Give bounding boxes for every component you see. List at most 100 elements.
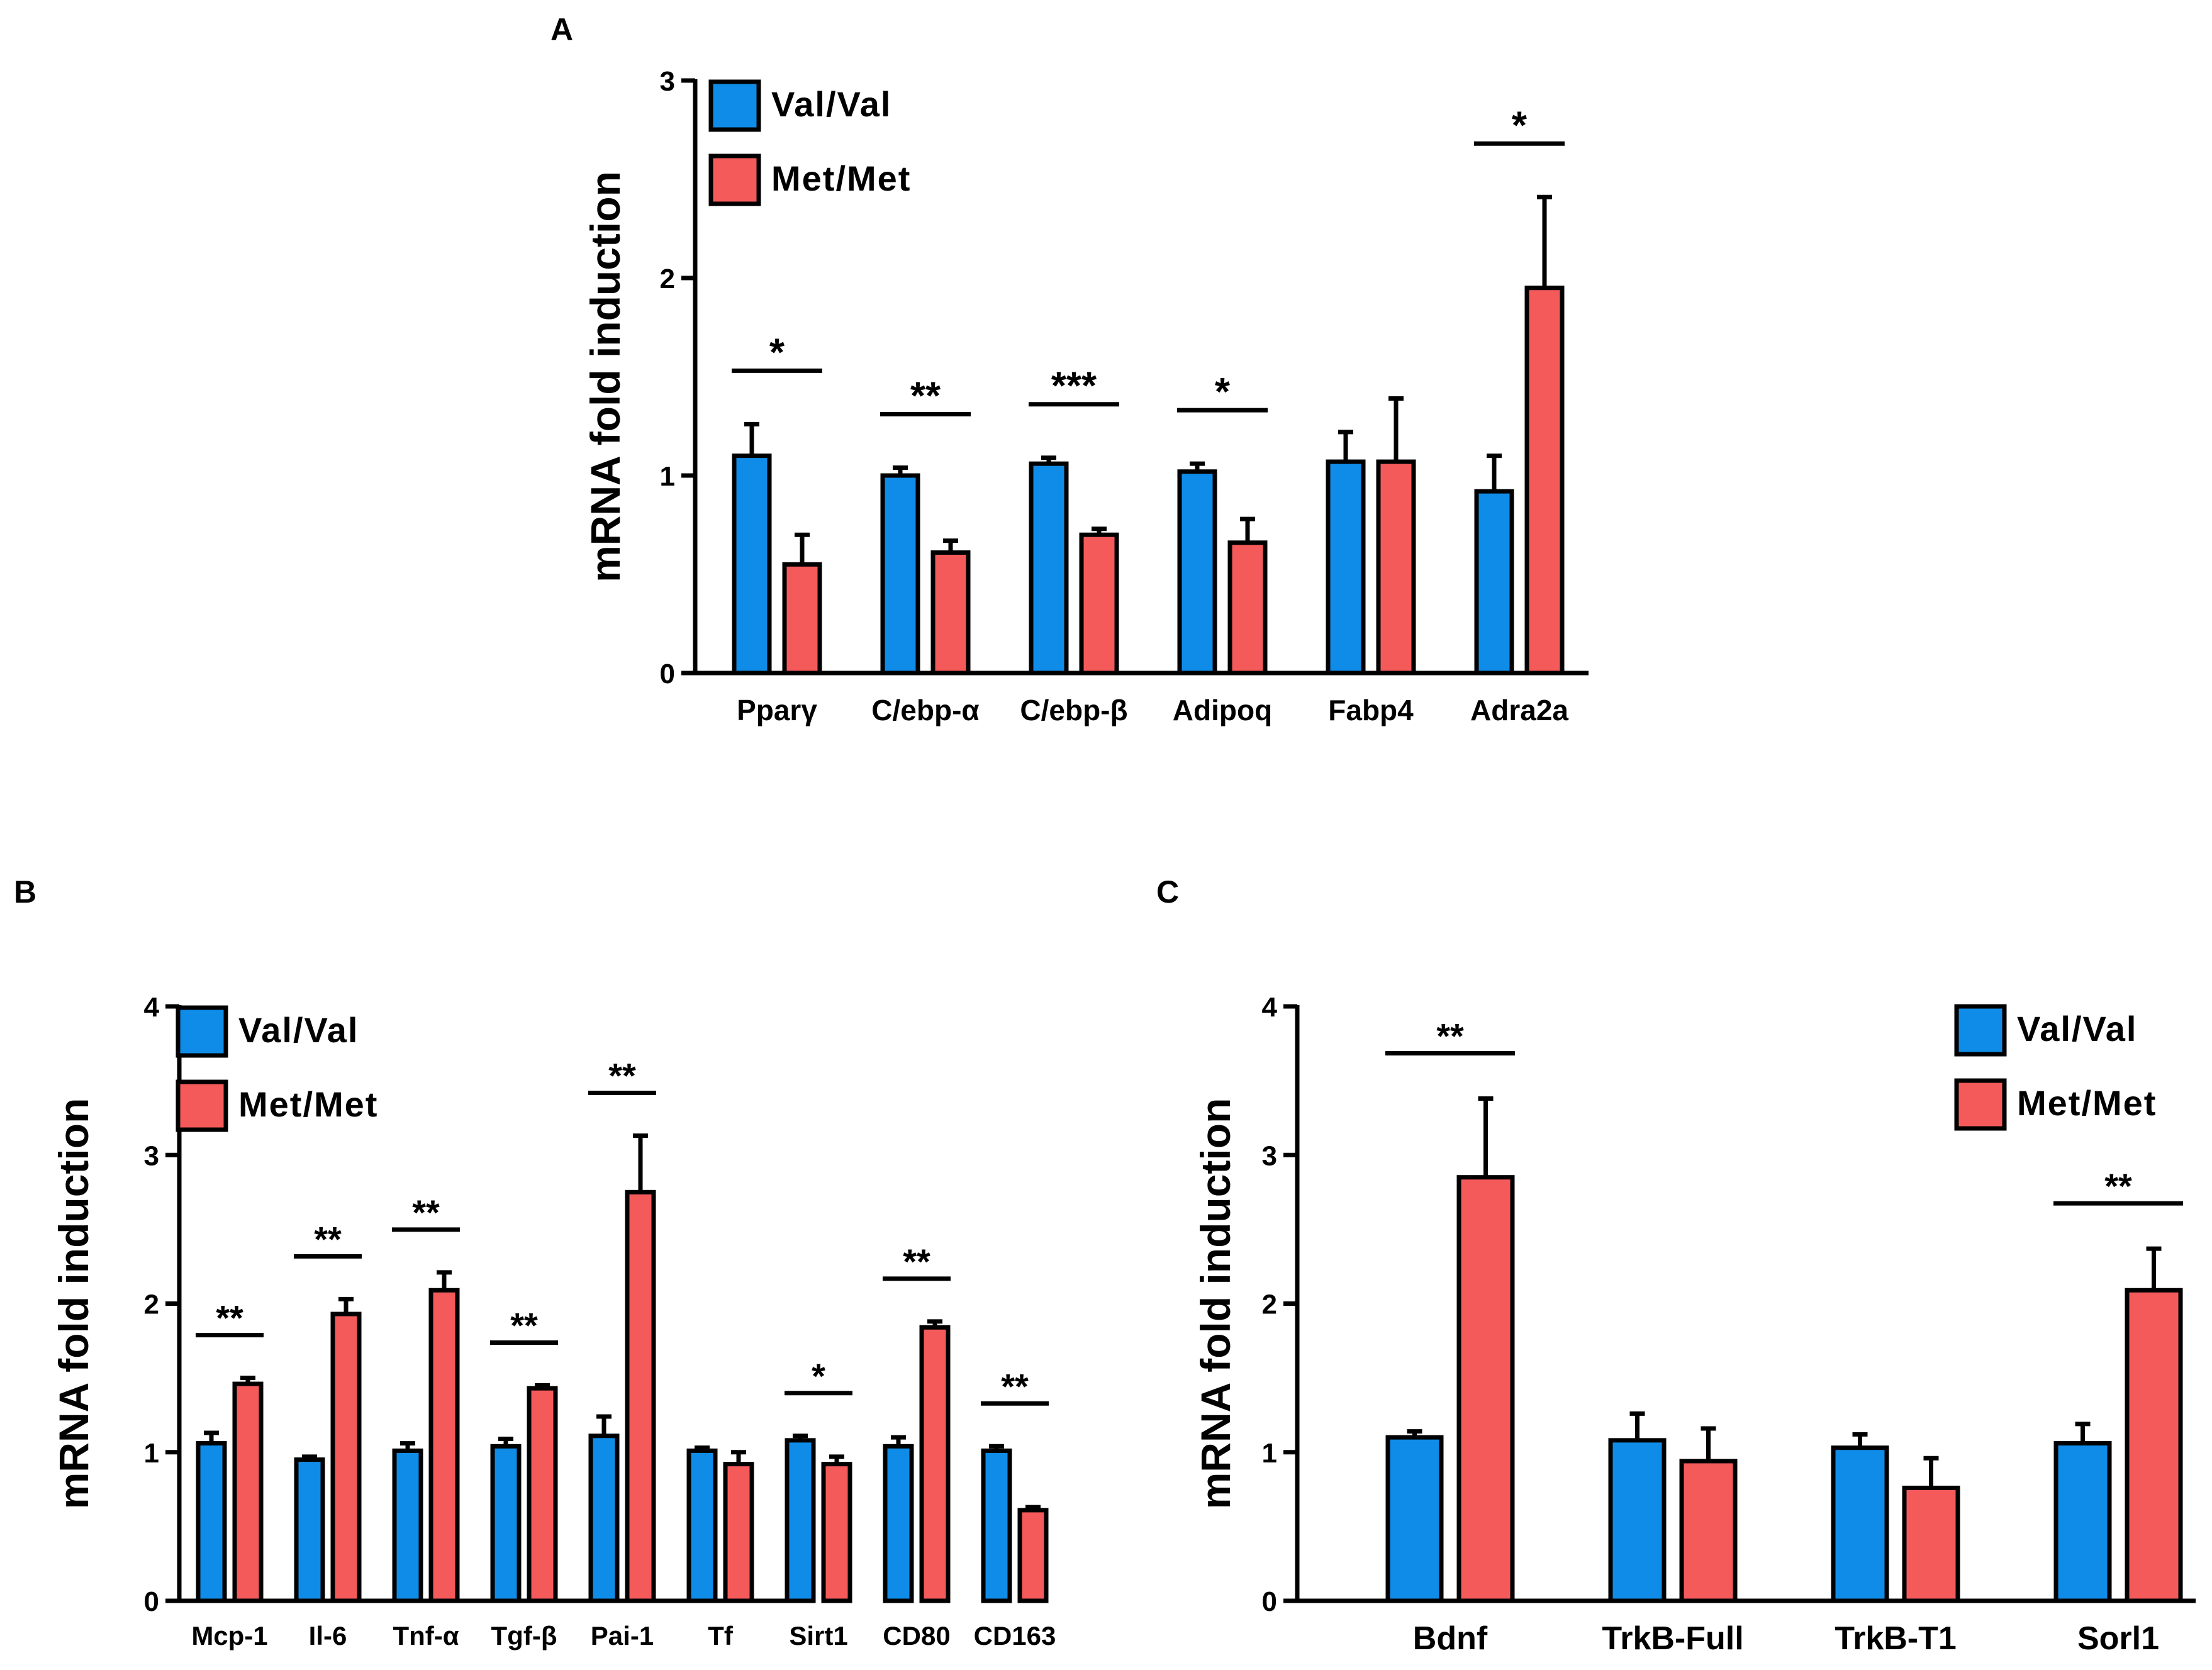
- category-label: Fabp4: [1328, 694, 1414, 726]
- significance-mark: **: [910, 374, 941, 418]
- bar-met-met: [1456, 1175, 1515, 1603]
- significance-mark: **: [412, 1193, 440, 1232]
- bar-val-val: [490, 1444, 522, 1603]
- panel-b-chart: 0 1 2 3 4 mRNA fold induction Mcp-1 ** Il-6 ** Tnf…: [50, 992, 1056, 1651]
- bar-met-met: [1017, 1508, 1049, 1603]
- category-label: Tgf-β: [491, 1621, 557, 1651]
- significance-mark: **: [2104, 1166, 2132, 1206]
- category-label: Adipoq: [1173, 694, 1272, 726]
- y-tick-label: 2: [660, 264, 675, 294]
- legend-label: Met/Met: [2017, 1083, 2157, 1123]
- bar-val-val: [785, 1438, 816, 1603]
- bar-val-val: [883, 1444, 914, 1603]
- bar-met-met: [330, 1311, 362, 1603]
- panel-letter-a: A: [550, 12, 573, 47]
- bar-met-met: [1079, 532, 1119, 676]
- bar-met-met: [1902, 1485, 1960, 1603]
- bar-met-met: [919, 1325, 951, 1603]
- y-tick-label: 2: [144, 1289, 159, 1320]
- significance-mark: **: [903, 1242, 930, 1281]
- category-label: Adra2a: [1470, 694, 1568, 726]
- bar-val-val: [392, 1448, 423, 1603]
- category-label: CD163: [974, 1621, 1056, 1651]
- significance-mark: *: [812, 1356, 825, 1396]
- y-tick-label: 1: [1262, 1438, 1277, 1469]
- panel-c-chart: 0 1 2 3 4 mRNA fold induction Bdnf ** TrkB-Full T…: [1192, 992, 2196, 1657]
- y-tick-label: 1: [144, 1438, 159, 1469]
- category-label: Sirt1: [789, 1621, 847, 1651]
- legend-label: Val/Val: [238, 1010, 359, 1050]
- category-label: Il-6: [309, 1621, 347, 1651]
- y-tick-label: 4: [1262, 992, 1278, 1023]
- bar-met-met: [1376, 459, 1416, 676]
- bar-met-met: [723, 1462, 754, 1603]
- category-label: Tnf-α: [393, 1621, 459, 1651]
- legend-label: Met/Met: [238, 1084, 378, 1124]
- y-tick-label: 3: [660, 66, 675, 97]
- significance-mark: **: [608, 1056, 636, 1096]
- bar-val-val: [1029, 461, 1069, 676]
- panel-letter-c: C: [1156, 874, 1179, 910]
- bar-val-val: [1474, 489, 1514, 676]
- bar-val-val: [1385, 1435, 1444, 1603]
- category-label: Sorl1: [2077, 1620, 2159, 1657]
- legend-swatch-val-val: [708, 79, 761, 132]
- bar-met-met: [1227, 540, 1268, 676]
- significance-mark: **: [1001, 1366, 1029, 1406]
- y-tick-label: 0: [660, 659, 675, 689]
- y-tick-label: 3: [1262, 1140, 1277, 1171]
- bar-met-met: [1524, 286, 1565, 676]
- significance-mark: **: [510, 1305, 538, 1345]
- y-tick-label: 2: [1262, 1289, 1277, 1320]
- legend-swatch-val-val: [1954, 1004, 2007, 1057]
- bar-val-val: [1831, 1445, 1889, 1603]
- legend-label: Val/Val: [2017, 1009, 2138, 1049]
- significance-mark: ***: [1051, 365, 1097, 408]
- bar-val-val: [732, 454, 772, 676]
- y-tick-label: 0: [1262, 1586, 1277, 1617]
- y-tick-label: 3: [144, 1140, 159, 1171]
- significance-mark: **: [216, 1298, 243, 1338]
- category-label: CD80: [883, 1621, 950, 1651]
- y-tick-label: 4: [144, 992, 160, 1023]
- y-axis-label: mRNA fold induction: [582, 171, 628, 582]
- bar-val-val: [588, 1433, 620, 1603]
- bar-val-val: [1177, 469, 1217, 676]
- category-label: C/ebp-β: [1020, 694, 1127, 726]
- category-label: Pai-1: [591, 1621, 654, 1651]
- bar-val-val: [2053, 1441, 2112, 1603]
- bar-met-met: [527, 1386, 558, 1603]
- legend-swatch-met-met: [708, 153, 761, 206]
- panel-letter-b: B: [14, 874, 36, 910]
- bar-met-met: [1679, 1459, 1738, 1603]
- y-tick-label: 1: [660, 461, 675, 492]
- y-axis-label: mRNA fold induction: [1192, 1098, 1239, 1510]
- bar-val-val: [686, 1448, 718, 1603]
- bar-val-val: [1326, 459, 1366, 676]
- y-axis-label: mRNA fold induction: [50, 1098, 97, 1510]
- bar-val-val: [1608, 1438, 1667, 1603]
- significance-mark: **: [314, 1219, 342, 1259]
- category-label: Bdnf: [1413, 1620, 1488, 1657]
- significance-mark: *: [769, 331, 785, 374]
- bar-met-met: [428, 1288, 460, 1603]
- category-label: TrkB-T1: [1835, 1620, 1957, 1657]
- bar-met-met: [782, 562, 822, 676]
- significance-mark: *: [1215, 370, 1231, 414]
- significance-mark: **: [1436, 1016, 1464, 1055]
- legend-label: Met/Met: [771, 159, 911, 198]
- y-tick-label: 0: [144, 1586, 159, 1617]
- legend-swatch-met-met: [176, 1079, 228, 1132]
- legend-swatch-val-val: [176, 1005, 228, 1058]
- category-label: Tf: [708, 1621, 734, 1651]
- bar-val-val: [880, 473, 920, 676]
- bar-val-val: [294, 1457, 325, 1603]
- bar-met-met: [821, 1462, 852, 1603]
- category-label: C/ebp-α: [871, 694, 979, 726]
- bar-met-met: [930, 550, 971, 676]
- significance-mark: *: [1512, 104, 1528, 147]
- bar-met-met: [625, 1189, 656, 1603]
- category-label: TrkB-Full: [1602, 1620, 1743, 1657]
- bar-met-met: [2125, 1288, 2183, 1603]
